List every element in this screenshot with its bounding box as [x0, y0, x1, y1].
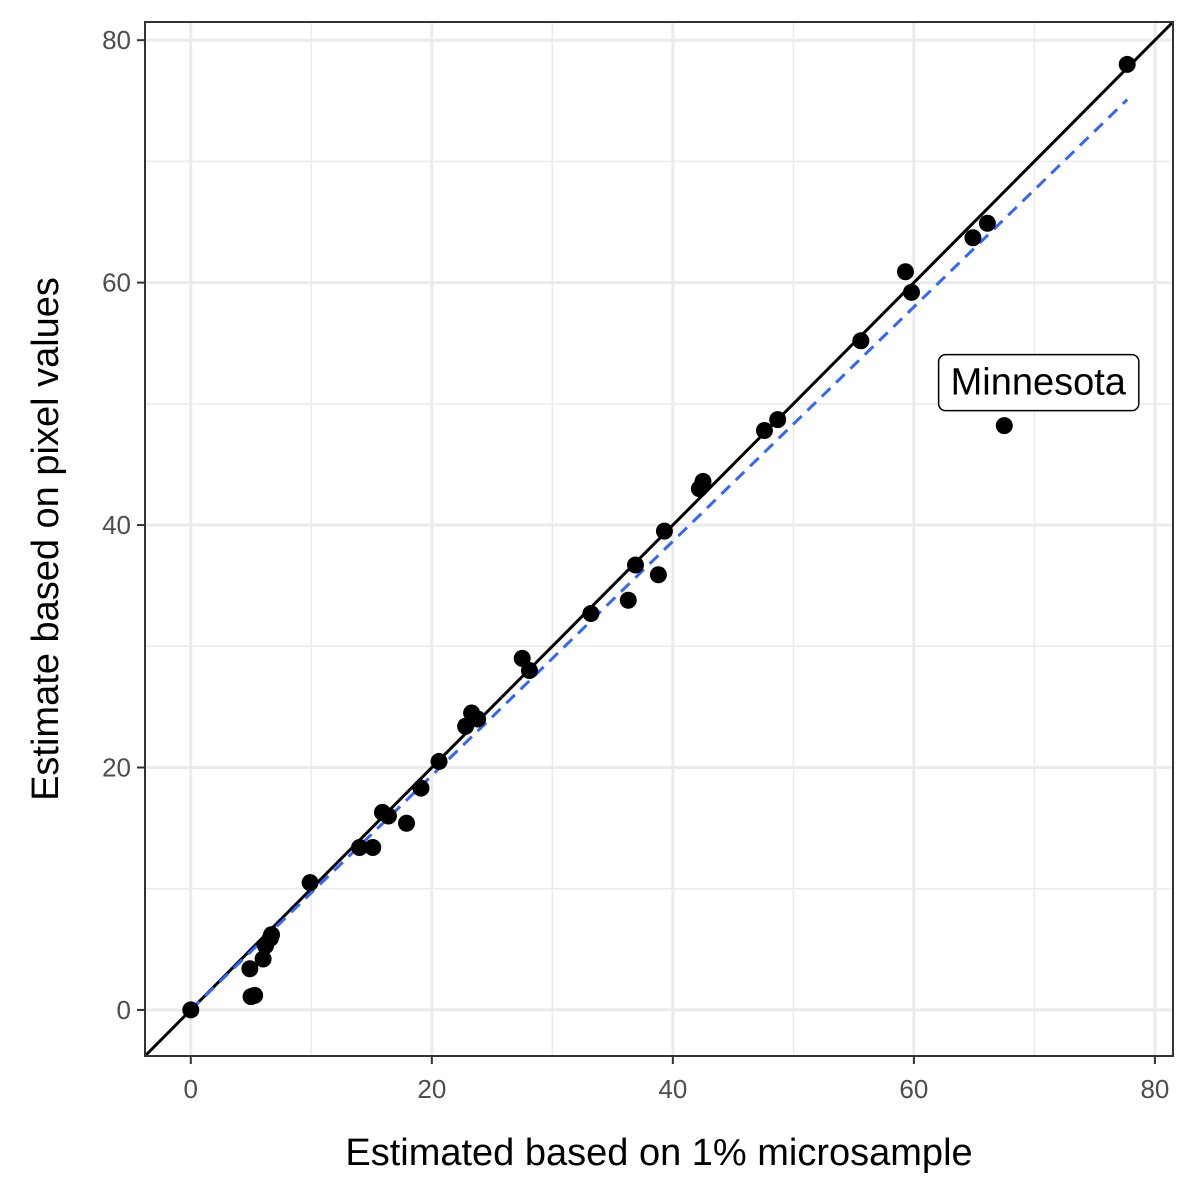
data-point [1118, 55, 1136, 73]
data-point [852, 332, 870, 350]
data-point [364, 839, 382, 857]
data-point [301, 874, 319, 892]
data-point [263, 926, 281, 944]
data-point [469, 710, 487, 728]
data-point [694, 472, 712, 490]
panel-border [144, 21, 1174, 1057]
y-tick-label: 20 [102, 752, 131, 782]
reference-line [143, 20, 1175, 1058]
y-tick-label: 80 [102, 25, 131, 55]
data-point [246, 986, 264, 1004]
data-point [755, 422, 773, 440]
data-point [412, 779, 430, 797]
axis-ticks: 0 20 40 60 80 0 20 40 60 80 [102, 25, 1169, 1104]
data-point [769, 411, 787, 429]
data-point [582, 605, 600, 623]
y-tick-label: 40 [102, 510, 131, 540]
data-point [182, 1001, 200, 1019]
data-point [626, 556, 644, 574]
x-tick-label: 40 [658, 1074, 687, 1104]
y-tick-label: 60 [102, 268, 131, 298]
y-tick-label: 0 [117, 995, 131, 1025]
x-tick-label: 80 [1140, 1074, 1169, 1104]
data-points [182, 55, 1136, 1019]
annotation-box [937, 353, 1140, 412]
data-point [896, 263, 914, 281]
data-point [398, 814, 416, 832]
x-tick-label: 0 [184, 1074, 198, 1104]
data-point [978, 214, 996, 232]
annotations: Minnesota [937, 353, 1140, 412]
annotation-label: Minnesota [937, 353, 1140, 412]
y-axis-title: Estimate based on pixel values [25, 277, 67, 801]
x-axis-title: Estimated based on 1% microsample [345, 1132, 972, 1174]
data-point [254, 950, 272, 968]
data-point [995, 417, 1013, 435]
data-point [649, 566, 667, 584]
fit-line [189, 98, 1129, 1012]
data-point [655, 522, 673, 540]
data-point [430, 752, 448, 770]
grid [145, 22, 1173, 1056]
data-point [902, 283, 920, 301]
data-point [619, 591, 637, 609]
lines [143, 20, 1175, 1058]
data-point [379, 807, 397, 825]
annotation-text: Minnesota [951, 362, 1127, 404]
x-tick-label: 60 [899, 1074, 928, 1104]
x-tick-label: 20 [417, 1074, 446, 1104]
data-point [241, 960, 259, 978]
data-point [520, 662, 538, 680]
data-point [351, 839, 369, 857]
data-point [964, 229, 982, 247]
